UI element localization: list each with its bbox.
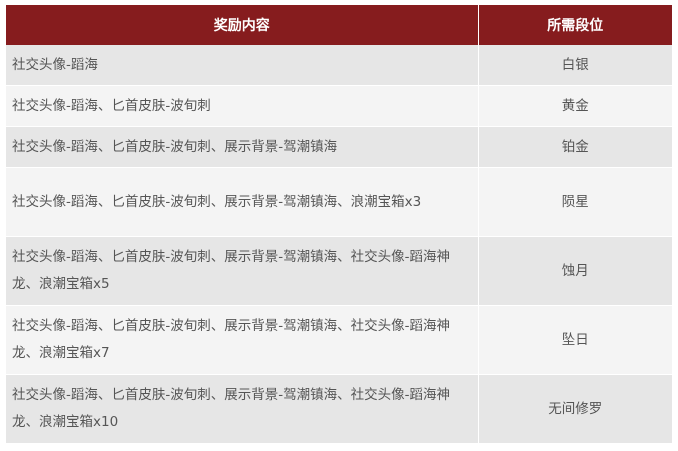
reward-cell: 社交头像-蹈海	[6, 45, 479, 86]
table-row: 社交头像-蹈海、匕首皮肤-波旬刺、展示背景-驾潮镇海、浪潮宝箱x3 陨星	[6, 167, 672, 237]
header-reward: 奖励内容	[6, 5, 479, 45]
table-row: 社交头像-蹈海、匕首皮肤-波旬刺、展示背景-驾潮镇海、社交头像-蹈海神龙、浪潮宝…	[6, 236, 672, 306]
rank-cell: 无间修罗	[478, 374, 672, 444]
header-rank: 所需段位	[478, 5, 672, 45]
table-row: 社交头像-蹈海、匕首皮肤-波旬刺、展示背景-驾潮镇海、社交头像-蹈海神龙、浪潮宝…	[6, 305, 672, 375]
rank-cell: 白银	[478, 45, 672, 86]
table-row: 社交头像-蹈海、匕首皮肤-波旬刺 黄金	[6, 85, 672, 127]
reward-cell: 社交头像-蹈海、匕首皮肤-波旬刺、展示背景-驾潮镇海、社交头像-蹈海神龙、浪潮宝…	[6, 236, 479, 306]
table-row: 社交头像-蹈海、匕首皮肤-波旬刺、展示背景-驾潮镇海、社交头像-蹈海神龙、浪潮宝…	[6, 374, 672, 444]
table-row: 社交头像-蹈海 白银	[6, 45, 672, 86]
table-header: 奖励内容 所需段位	[6, 5, 672, 45]
reward-cell: 社交头像-蹈海、匕首皮肤-波旬刺、展示背景-驾潮镇海、社交头像-蹈海神龙、浪潮宝…	[6, 305, 479, 375]
rank-cell: 蚀月	[478, 236, 672, 306]
rank-cell: 黄金	[478, 85, 672, 127]
reward-cell: 社交头像-蹈海、匕首皮肤-波旬刺、展示背景-驾潮镇海	[6, 126, 479, 168]
table-row: 社交头像-蹈海、匕首皮肤-波旬刺、展示背景-驾潮镇海 铂金	[6, 126, 672, 168]
reward-cell: 社交头像-蹈海、匕首皮肤-波旬刺	[6, 85, 479, 127]
reward-cell: 社交头像-蹈海、匕首皮肤-波旬刺、展示背景-驾潮镇海、社交头像-蹈海神龙、浪潮宝…	[6, 374, 479, 444]
rank-cell: 陨星	[478, 167, 672, 237]
reward-table: 奖励内容 所需段位 社交头像-蹈海 白银 社交头像-蹈海、匕首皮肤-波旬刺 黄金…	[6, 5, 672, 444]
rank-cell: 铂金	[478, 126, 672, 168]
reward-cell: 社交头像-蹈海、匕首皮肤-波旬刺、展示背景-驾潮镇海、浪潮宝箱x3	[6, 167, 479, 237]
rank-cell: 坠日	[478, 305, 672, 375]
